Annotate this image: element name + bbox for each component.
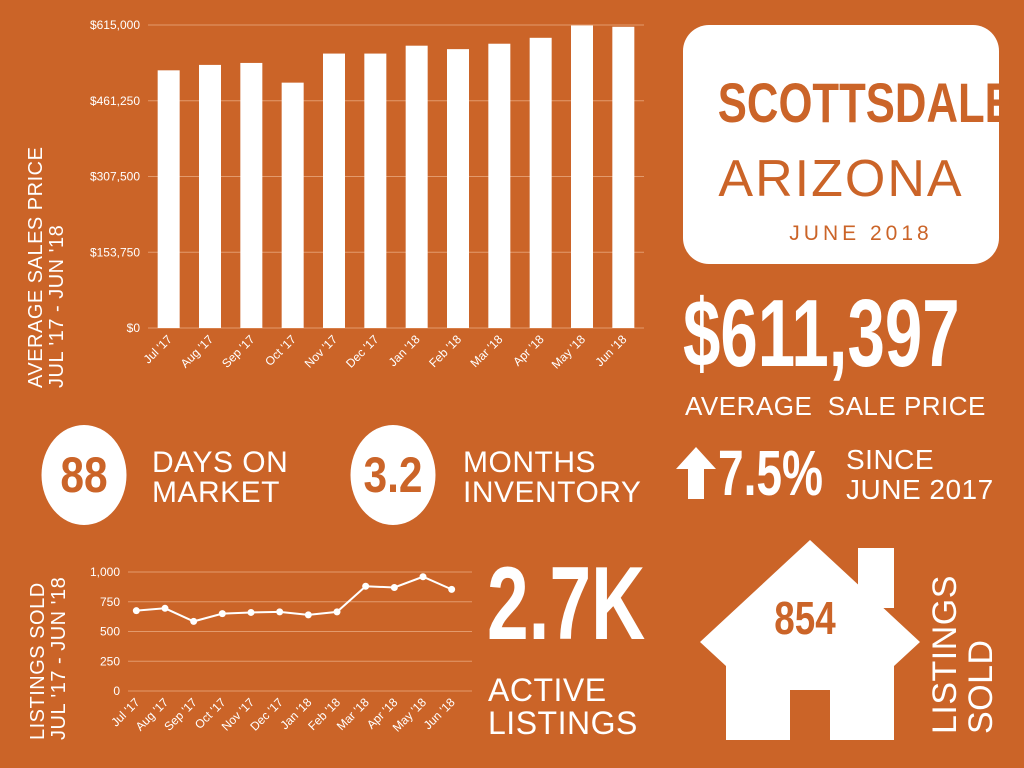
price-change-label: SINCE JUNE 2017	[846, 445, 994, 505]
active-listings-line1: ACTIVE	[488, 672, 607, 708]
line-x-tick-label: Mar '18	[334, 695, 372, 733]
listings-sold-label: LISTINGS SOLD	[926, 575, 1000, 734]
line-x-tick-label: Dec '17	[247, 695, 286, 734]
data-point	[132, 607, 140, 615]
days-on-market-value: 88	[60, 447, 108, 503]
line-y-tick-label: 250	[100, 654, 120, 668]
line-x-tick-label: Sep '17	[161, 695, 200, 734]
bar-x-tick-label: Jul '17	[141, 332, 175, 366]
bar	[323, 53, 345, 328]
active-listings-label: ACTIVE LISTINGS	[488, 674, 638, 740]
bar-x-tick-label: Oct '17	[262, 332, 299, 369]
average-label: AVERAGE	[685, 391, 813, 421]
bar	[405, 45, 428, 328]
bar-x-tick-label: May '18	[549, 332, 589, 372]
bar-y-tick-label: $0	[127, 321, 141, 335]
months-inventory-badge: 3.2	[350, 425, 436, 525]
bar	[199, 64, 221, 328]
bar	[157, 70, 180, 328]
bar	[240, 62, 263, 328]
price-change-line1: SINCE	[846, 444, 935, 475]
days-on-market-line1: DAYS ON	[152, 446, 289, 479]
days-on-market-label: DAYS ON MARKET	[152, 448, 288, 508]
state-title: ARIZONA	[718, 150, 964, 208]
months-inventory-label: MONTHS INVENTORY	[463, 448, 641, 508]
bar-x-tick-label: Apr '18	[510, 332, 547, 369]
listings-sold-line2: SOLD	[962, 639, 1000, 734]
bar-y-tick-label: $153,750	[90, 245, 140, 259]
bar-x-tick-label: Sep '17	[219, 332, 258, 371]
sale-price-label: SALE PRICE	[827, 391, 986, 421]
bar-chart-axis-label: AVERAGE SALES PRICE JUL '17 - JUN '18	[25, 146, 68, 388]
city-title: SCOTTSDALE	[717, 71, 1014, 134]
months-inventory-value: 3.2	[363, 447, 423, 503]
data-point	[276, 608, 284, 616]
bar-x-tick-label: Jun '18	[592, 332, 629, 369]
bar-x-tick-label: Jan '18	[386, 332, 423, 369]
price-change-value: 7.5%	[718, 437, 824, 509]
report-date: JUNE 2018	[789, 222, 933, 245]
line-y-tick-label: 500	[100, 625, 120, 639]
series-line	[136, 575, 453, 623]
data-point	[304, 611, 312, 619]
data-point	[362, 582, 370, 590]
bar	[571, 25, 593, 329]
data-point	[333, 608, 341, 616]
bar	[529, 37, 552, 329]
bar-chart: $0 $153,750 $307,500 $461,250 $615,000 Jul '1…	[90, 18, 644, 372]
listings-sold-value: 854	[774, 592, 836, 644]
bar-axis-label-line1: AVERAGE SALES PRICE	[25, 146, 47, 388]
bar	[488, 43, 511, 328]
bar-x-tick-label: Nov '17	[302, 332, 341, 371]
line-axis-label-line2: JUL '17 - JUN '18	[48, 576, 70, 740]
data-point	[390, 583, 398, 591]
bar	[447, 49, 469, 328]
bar	[364, 53, 387, 328]
bar-axis-label-line2: JUL '17 - JUN '18	[46, 224, 68, 388]
line-y-tick-label: 750	[100, 595, 120, 609]
data-point	[161, 604, 169, 612]
line-y-tick-label: 1,000	[90, 565, 120, 579]
data-point	[247, 608, 255, 616]
line-chart-axis-label: LISTINGS SOLD JUL '17 - JUN '18	[27, 576, 70, 740]
bar-x-tick-label: Feb '18	[426, 332, 464, 370]
average-sale-price-value: $611,397	[683, 280, 960, 387]
bar-y-tick-label: $615,000	[90, 18, 140, 32]
line-y-tick-label: 0	[113, 684, 120, 698]
price-change-line2: JUNE 2017	[846, 474, 994, 505]
days-on-market-badge: 88	[41, 425, 127, 525]
days-on-market-line2: MARKET	[152, 476, 281, 509]
data-point	[448, 585, 456, 593]
active-listings-line2: LISTINGS	[488, 705, 638, 741]
bar-y-tick-label: $461,250	[90, 94, 140, 108]
data-point	[419, 573, 427, 581]
active-listings-value: 2.7K	[487, 546, 646, 662]
bar-x-tick-label: Aug '17	[178, 332, 217, 371]
listings-sold-line1: LISTINGS	[926, 575, 964, 734]
bar	[612, 26, 635, 328]
house-icon	[700, 540, 920, 740]
bar-x-tick-label: Dec '17	[343, 332, 382, 371]
line-axis-label-line1: LISTINGS SOLD	[27, 582, 49, 740]
title-card: SCOTTSDALE ARIZONA JUNE 2018	[683, 25, 1014, 264]
line-x-tick-label: Jun '18	[421, 695, 458, 732]
arrow-up-icon	[676, 447, 716, 499]
months-inventory-line2: INVENTORY	[463, 476, 642, 509]
average-sale-price-label: AVERAGE SALE PRICE	[685, 391, 986, 421]
bar-x-tick-label: Mar '18	[468, 332, 506, 370]
bar-y-tick-label: $307,500	[90, 170, 140, 184]
months-inventory-line1: MONTHS	[463, 446, 596, 479]
bar	[281, 82, 304, 328]
data-point	[190, 617, 198, 625]
data-point	[218, 610, 226, 618]
